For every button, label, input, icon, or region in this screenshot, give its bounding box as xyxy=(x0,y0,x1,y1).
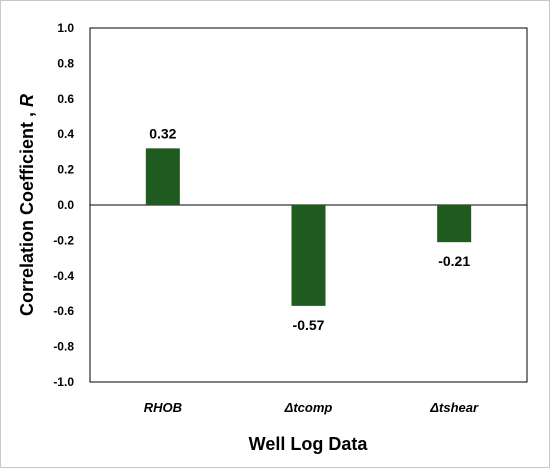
x-axis-title: Well Log Data xyxy=(249,434,369,454)
y-tick-label: -1.0 xyxy=(53,375,74,389)
y-tick-label: -0.6 xyxy=(53,304,74,318)
y-tick-label: 0.6 xyxy=(57,92,74,106)
y-tick-label: 1.0 xyxy=(57,21,74,35)
bar xyxy=(437,205,472,243)
y-tick-label: -0.2 xyxy=(53,233,74,247)
y-tick-labels: 1.0 0.8 0.6 0.4 0.2 0.0 -0.2 -0.4 -0.6 -0.8 -1.0 xyxy=(53,21,74,389)
y-axis-title-text: Correlation Coefficient , xyxy=(17,107,37,316)
bar xyxy=(291,205,326,306)
y-tick-label: 0.2 xyxy=(57,163,74,177)
y-tick-label: 0.0 xyxy=(57,198,74,212)
category-labels: RHOB Δtcomp Δtshear xyxy=(144,400,479,415)
y-tick-label: 0.8 xyxy=(57,56,74,70)
data-label: 0.32 xyxy=(149,125,176,141)
y-tick-label: -0.4 xyxy=(53,269,74,283)
bar xyxy=(145,148,180,205)
y-axis-title: Correlation Coefficient , R xyxy=(17,94,37,316)
bars xyxy=(145,148,472,306)
data-label: -0.57 xyxy=(293,317,325,333)
y-tick-label: -0.8 xyxy=(53,340,74,354)
y-axis-title-symbol: R xyxy=(17,94,37,107)
category-label: Δtcomp xyxy=(284,400,333,415)
data-labels: 0.32 -0.57 -0.21 xyxy=(149,125,470,333)
y-tick-label: 0.4 xyxy=(57,127,74,141)
category-label: Δtshear xyxy=(429,400,479,415)
category-label: RHOB xyxy=(144,400,182,415)
data-label: -0.21 xyxy=(438,253,470,269)
